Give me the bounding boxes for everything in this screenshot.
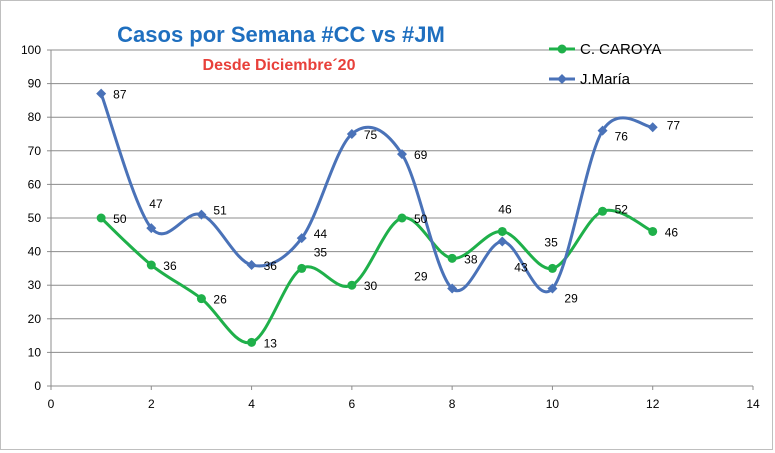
data-point bbox=[647, 122, 658, 133]
data-label: 77 bbox=[667, 118, 681, 132]
data-point bbox=[196, 294, 206, 304]
data-label: 46 bbox=[665, 225, 679, 239]
data-point bbox=[598, 206, 608, 216]
x-tick-label: 10 bbox=[546, 397, 560, 411]
series-layer bbox=[96, 88, 658, 347]
chart-title: Casos por Semana #CC vs #JM bbox=[117, 22, 445, 47]
data-label: 50 bbox=[414, 212, 428, 226]
y-tick-label: 0 bbox=[34, 379, 41, 393]
x-tick-label: 14 bbox=[746, 397, 760, 411]
data-point bbox=[96, 213, 106, 223]
legend-marker bbox=[557, 74, 567, 84]
data-point bbox=[497, 236, 508, 247]
data-point bbox=[96, 88, 107, 99]
data-label: 51 bbox=[213, 204, 227, 218]
legend-label: J.María bbox=[580, 71, 631, 88]
data-point bbox=[497, 226, 507, 236]
x-tick-label: 0 bbox=[48, 397, 55, 411]
data-point bbox=[346, 129, 357, 139]
y-tick-label: 100 bbox=[21, 43, 41, 57]
data-labels: 50 36 26 13 35 30 50 38 46 35 52 46 87 47 51 36 44 75 69 29… bbox=[113, 88, 680, 351]
legend: C. CAROYA J.María bbox=[549, 41, 661, 88]
x-tick-label: 8 bbox=[449, 397, 456, 411]
data-label: 52 bbox=[615, 202, 629, 216]
chart-subtitle: Desde Diciembre´20 bbox=[203, 57, 356, 74]
x-tick-label: 6 bbox=[349, 397, 356, 411]
data-point bbox=[547, 263, 557, 273]
y-tick-label: 40 bbox=[28, 245, 42, 259]
legend-marker bbox=[557, 44, 567, 54]
data-label: 50 bbox=[113, 212, 127, 226]
data-point bbox=[447, 283, 458, 294]
data-point bbox=[397, 213, 407, 223]
data-point bbox=[648, 226, 658, 236]
y-tick-label: 60 bbox=[28, 177, 42, 191]
data-label: 76 bbox=[615, 130, 629, 144]
data-point bbox=[146, 260, 156, 270]
data-point bbox=[447, 253, 457, 263]
y-tick-label: 90 bbox=[28, 77, 42, 91]
data-point bbox=[597, 125, 608, 136]
y-tick-label: 50 bbox=[28, 211, 42, 225]
data-point bbox=[247, 337, 257, 347]
x-tick-label: 2 bbox=[148, 397, 155, 411]
data-label: 47 bbox=[149, 197, 163, 211]
data-label: 36 bbox=[264, 259, 278, 273]
y-tick-label: 70 bbox=[28, 144, 42, 158]
data-label: 44 bbox=[314, 227, 328, 241]
data-point bbox=[246, 260, 257, 271]
data-point bbox=[196, 209, 207, 220]
data-label: 29 bbox=[564, 292, 578, 306]
data-point bbox=[296, 233, 307, 244]
legend-label: C. CAROYA bbox=[580, 41, 661, 58]
y-tick-label: 20 bbox=[28, 312, 42, 326]
y-tick-label: 10 bbox=[28, 345, 42, 359]
data-label: 87 bbox=[113, 88, 127, 102]
data-point bbox=[297, 263, 307, 273]
data-label: 38 bbox=[464, 252, 478, 266]
data-label: 75 bbox=[364, 128, 378, 142]
data-label: 43 bbox=[514, 261, 528, 275]
data-label: 29 bbox=[414, 270, 428, 284]
data-label: 69 bbox=[414, 148, 428, 162]
data-label: 30 bbox=[364, 279, 378, 293]
series-line-0 bbox=[99, 208, 655, 345]
y-tick-label: 80 bbox=[28, 110, 42, 124]
y-tick-label: 30 bbox=[28, 278, 42, 292]
data-label: 35 bbox=[544, 235, 558, 249]
x-tick-label: 12 bbox=[646, 397, 660, 411]
data-point bbox=[397, 149, 407, 160]
data-label: 36 bbox=[163, 259, 177, 273]
data-label: 26 bbox=[213, 293, 227, 307]
data-point bbox=[547, 283, 558, 294]
series-line-1 bbox=[99, 92, 655, 294]
data-label: 46 bbox=[498, 202, 512, 216]
data-label: 13 bbox=[264, 336, 278, 350]
data-label: 35 bbox=[314, 245, 328, 259]
data-point bbox=[347, 280, 357, 290]
x-tick-label: 4 bbox=[248, 397, 255, 411]
data-point bbox=[146, 223, 157, 234]
